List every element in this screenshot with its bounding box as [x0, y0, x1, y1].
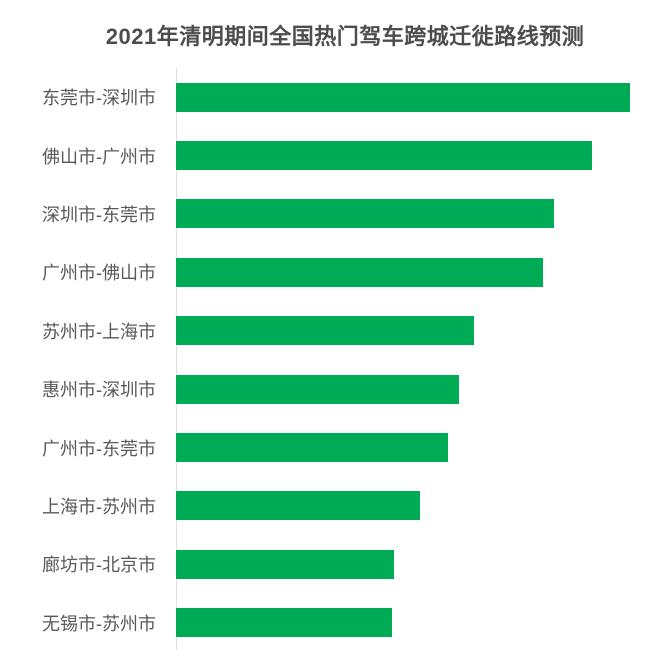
category-label: 佛山市-广州市	[42, 146, 156, 167]
bar-row: 深圳市-东莞市	[0, 185, 646, 243]
bar-row: 廊坊市-北京市	[0, 535, 646, 593]
plot-area: 东莞市-深圳市 佛山市-广州市 深圳市-东莞市 广州市-佛山市 苏州市-上海市 …	[0, 68, 646, 652]
chart-title: 2021年清明期间全国热门驾车跨城迁徙路线预测	[105, 24, 585, 49]
bar	[176, 82, 630, 112]
category-label: 苏州市-上海市	[42, 321, 156, 342]
bar	[176, 199, 555, 229]
bar	[176, 433, 449, 463]
bar-row: 惠州市-深圳市	[0, 360, 646, 418]
bar	[176, 374, 460, 404]
y-axis-line	[176, 68, 177, 650]
bar-row: 无锡市-苏州市	[0, 594, 646, 652]
category-label: 东莞市-深圳市	[42, 88, 156, 109]
bar	[176, 316, 474, 346]
category-label: 无锡市-苏州市	[42, 613, 156, 634]
bar-row: 苏州市-上海市	[0, 302, 646, 360]
category-label: 惠州市-深圳市	[42, 380, 156, 401]
bar-row: 佛山市-广州市	[0, 126, 646, 184]
category-label: 广州市-佛山市	[42, 263, 156, 284]
bar	[176, 491, 421, 521]
category-label: 上海市-苏州市	[42, 496, 156, 517]
bar	[176, 608, 393, 638]
rows: 东莞市-深圳市 佛山市-广州市 深圳市-东莞市 广州市-佛山市 苏州市-上海市 …	[0, 68, 646, 652]
bar-row: 广州市-佛山市	[0, 243, 646, 301]
bar	[176, 549, 394, 579]
category-label: 广州市-东莞市	[42, 438, 156, 459]
category-label: 廊坊市-北京市	[42, 555, 156, 576]
bar-row: 东莞市-深圳市	[0, 68, 646, 126]
bar-row: 广州市-东莞市	[0, 418, 646, 476]
bar	[176, 141, 592, 171]
category-label: 深圳市-东莞市	[42, 204, 156, 225]
bar-row: 上海市-苏州市	[0, 477, 646, 535]
bar	[176, 257, 543, 287]
